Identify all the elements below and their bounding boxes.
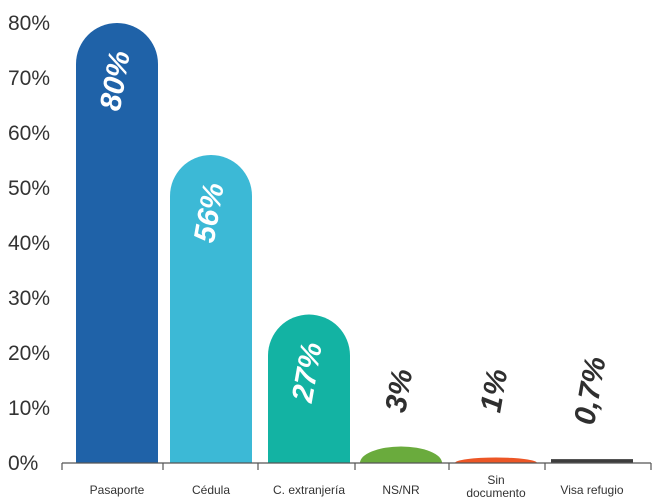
y-tick-label: 60% bbox=[8, 122, 50, 145]
bars-group bbox=[76, 23, 633, 463]
data-label: 1% bbox=[474, 367, 514, 415]
y-tick-label: 50% bbox=[8, 177, 50, 200]
y-tick-label: 20% bbox=[8, 342, 50, 365]
y-tick-label: 10% bbox=[8, 397, 50, 420]
y-axis: 0% 10% 20% 30% 40% 50% 60% 70% 80% bbox=[8, 12, 50, 475]
bar bbox=[268, 314, 350, 463]
bar bbox=[76, 23, 158, 463]
x-tick-label: Cédula bbox=[192, 483, 230, 497]
bar bbox=[551, 459, 633, 463]
x-axis: Pasaporte Cédula C. extranjería NS/NR Sin doc… bbox=[61, 463, 652, 500]
bar bbox=[360, 446, 442, 463]
x-tick-label: Visa refugio bbox=[560, 483, 623, 497]
x-tick-label: Pasaporte bbox=[90, 483, 145, 497]
y-tick-label: 80% bbox=[8, 12, 50, 35]
data-label: 3% bbox=[379, 367, 419, 415]
y-tick-label: 40% bbox=[8, 232, 50, 255]
y-tick-label: 30% bbox=[8, 287, 50, 310]
y-tick-label: 0% bbox=[8, 452, 38, 475]
x-tick-label: NS/NR bbox=[382, 483, 420, 497]
x-tick-label: C. extranjería bbox=[273, 483, 345, 497]
bar bbox=[170, 155, 252, 463]
x-tick-label: Sin documento bbox=[466, 473, 526, 500]
bar bbox=[455, 457, 537, 463]
data-label: 0,7% bbox=[568, 354, 612, 427]
y-tick-label: 70% bbox=[8, 67, 50, 90]
